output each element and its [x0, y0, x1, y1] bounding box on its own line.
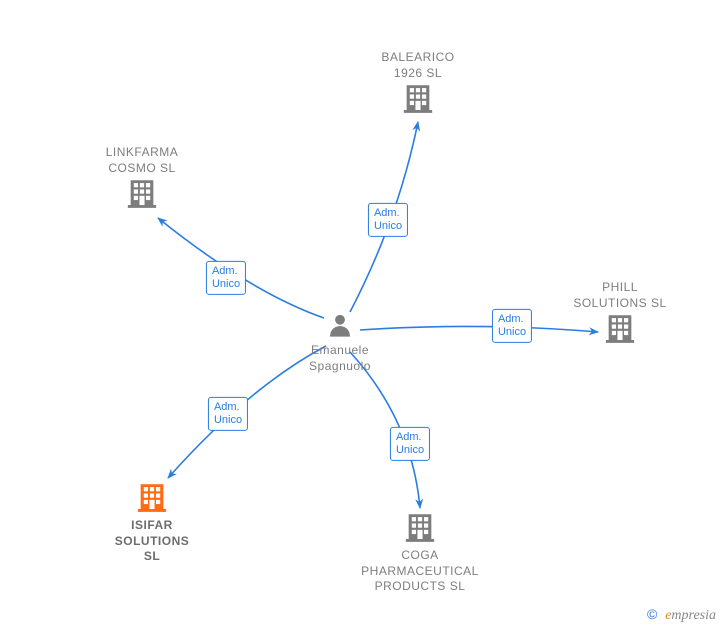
edge-label-linkfarma: Adm. Unico: [206, 261, 246, 295]
node-label: BALEARICO 1926 SL: [338, 50, 498, 81]
node-label: COGA PHARMACEUTICAL PRODUCTS SL: [340, 548, 500, 595]
node-balearico[interactable]: BALEARICO 1926 SL: [338, 50, 498, 119]
node-linkfarma[interactable]: LINKFARMA COSMO SL: [62, 145, 222, 214]
person-icon: [280, 311, 400, 339]
node-label: PHILL SOLUTIONS SL: [540, 280, 700, 311]
building-icon: [62, 176, 222, 210]
node-phill[interactable]: PHILL SOLUTIONS SL: [540, 280, 700, 349]
node-isifar[interactable]: ISIFAR SOLUTIONS SL: [72, 480, 232, 565]
edge-label-coga: Adm. Unico: [390, 427, 430, 461]
edge-label-phill: Adm. Unico: [492, 309, 532, 343]
edge-label-isifar: Adm. Unico: [208, 397, 248, 431]
node-label: ISIFAR SOLUTIONS SL: [72, 518, 232, 565]
node-person-center[interactable]: Emanuele Spagnuolo: [280, 311, 400, 374]
building-icon: [338, 81, 498, 115]
building-icon: [72, 480, 232, 514]
node-coga[interactable]: COGA PHARMACEUTICAL PRODUCTS SL: [340, 510, 500, 595]
node-label: LINKFARMA COSMO SL: [62, 145, 222, 176]
node-label: Emanuele Spagnuolo: [280, 343, 400, 374]
brand-rest: mpresia: [671, 608, 716, 623]
building-icon: [340, 510, 500, 544]
building-icon: [540, 311, 700, 345]
edge-label-balearico: Adm. Unico: [368, 203, 408, 237]
diagram-canvas: Emanuele Spagnuolo BALEARICO 1926 SL LINK…: [0, 0, 728, 630]
watermark: © empresia: [647, 606, 716, 624]
copyright-symbol: ©: [647, 606, 657, 622]
